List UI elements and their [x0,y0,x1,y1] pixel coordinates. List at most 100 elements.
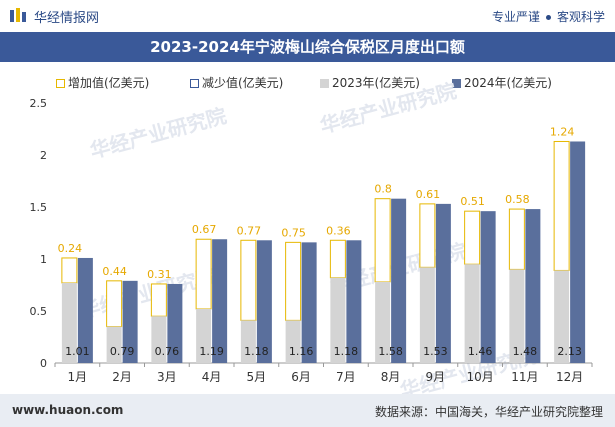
slogan-right: 客观科学 [556,10,605,24]
bar-chart: 华经产业研究院华经产业研究院华经产业研究院华经产业研究院华经产业研究院00.51… [30,79,593,394]
x-tick-label: 8月 [381,370,401,384]
footer-site: www.huaon.com [12,403,124,417]
slogan: 专业严谨 客观科学 [492,8,605,25]
bar-2023 [106,326,122,363]
increase-bar [374,198,391,283]
bar-2024 [391,198,407,363]
value-label-2024: 2.13 [557,345,582,358]
legend-label-decrease: 减少值(亿美元) [202,76,284,90]
bar-2023 [61,282,77,363]
increase-bar [106,280,123,328]
legend-swatch-decrease [190,79,199,88]
value-label-2024: 1.58 [378,345,403,358]
value-label-2024: 1.53 [423,345,448,358]
value-label-2024: 1.18 [244,345,269,358]
bar-2024 [435,203,451,363]
title-bar: 2023-2024年宁波梅山综合保税区月度出口额 [0,32,615,62]
bar-2023 [375,281,391,363]
legend-label-increase: 增加值(亿美元) [68,76,150,90]
bar-2024 [122,280,138,363]
bar-2024 [256,240,272,363]
bar-2024 [212,239,228,363]
value-label-2024: 0.79 [110,345,135,358]
legend-item-2023: 2023年(亿美元) [320,74,420,91]
value-label-2024: 1.48 [513,345,538,358]
bar-2023 [285,320,301,363]
y-tick-label: 1.5 [30,201,48,214]
legend-item-decrease: 减少值(亿美元) [190,74,283,91]
bar-2023 [196,308,212,363]
legend-swatch-2023 [320,79,329,88]
increase-label: 0.58 [505,193,530,206]
y-tick-label: 0.5 [30,305,48,318]
x-tick-label: 1月 [68,370,88,384]
x-tick-label: 12月 [556,370,583,384]
value-label-2024: 1.16 [289,345,314,358]
value-label-2024: 1.46 [468,345,493,358]
x-tick-label: 4月 [202,370,222,384]
increase-label: 0.31 [147,268,172,281]
y-tick-label: 2.5 [30,97,48,110]
increase-bar [419,203,436,268]
bar-2023 [554,270,570,363]
legend-swatch-2024 [452,79,461,88]
increase-bar [508,208,525,270]
legend-item-increase: 增加值(亿美元) [56,74,149,91]
bar-2024 [346,240,362,363]
increase-label: 0.8 [374,183,392,196]
bar-2023 [419,267,435,363]
x-tick-label: 6月 [291,370,311,384]
y-tick-label: 0 [40,357,47,370]
x-tick-label: 11月 [511,370,538,384]
bar-2023 [464,264,480,363]
bar-2024 [525,209,541,363]
increase-bar [150,283,167,317]
y-tick-label: 2 [40,149,47,162]
legend-swatch-increase [56,79,65,88]
increase-label: 0.75 [281,226,306,239]
slogan-dot-icon [545,15,551,20]
watermark-text: 华经产业研究院 [87,104,228,163]
increase-label: 0.44 [102,265,127,278]
increase-bar [553,140,570,271]
slogan-left: 专业严谨 [491,10,540,24]
increase-label: 0.61 [416,188,441,201]
bar-2023 [330,277,346,363]
value-label-2024: 1.19 [199,345,224,358]
x-tick-label: 7月 [336,370,356,384]
legend-label-2023: 2023年(亿美元) [332,76,420,90]
bar-2024 [570,141,586,363]
bar-2024 [480,211,496,363]
increase-label: 0.77 [237,224,262,237]
increase-label: 0.36 [326,224,351,237]
legend-item-2024: 2024年(亿美元) [452,74,552,91]
bar-2023 [509,269,525,363]
bar-2023 [240,320,256,363]
x-tick-label: 10月 [466,370,493,384]
footer-source: 数据来源：中国海关，华经产业研究院整理 [374,405,603,419]
increase-label: 0.24 [58,242,83,255]
bar-2024 [167,283,183,363]
brand-name: 华经情报网 [34,11,100,26]
x-tick-label: 2月 [112,370,132,384]
legend-label-2024: 2024年(亿美元) [464,76,552,90]
top-bar: 华经情报网 专业严谨 客观科学 [0,0,615,30]
x-tick-label: 9月 [426,370,446,384]
increase-bar [329,239,346,279]
increase-bar [61,257,78,284]
bar-2024 [301,242,317,363]
increase-bar [464,210,481,265]
chart-title: 2023-2024年宁波梅山综合保税区月度出口额 [150,38,465,56]
increase-label: 1.24 [550,125,575,138]
value-label-2024: 1.01 [65,345,90,358]
bar-2023 [151,316,167,363]
watermark-text: 华经产业研究院 [317,79,458,138]
footer-bar: www.huaon.com 数据来源：中国海关，华经产业研究院整理 [0,394,615,427]
increase-bar [240,239,257,321]
increase-label: 0.51 [460,195,485,208]
y-tick-label: 1 [40,253,47,266]
value-label-2024: 1.18 [334,345,359,358]
x-tick-label: 3月 [157,370,177,384]
x-tick-label: 5月 [247,370,267,384]
increase-bar [285,241,302,321]
